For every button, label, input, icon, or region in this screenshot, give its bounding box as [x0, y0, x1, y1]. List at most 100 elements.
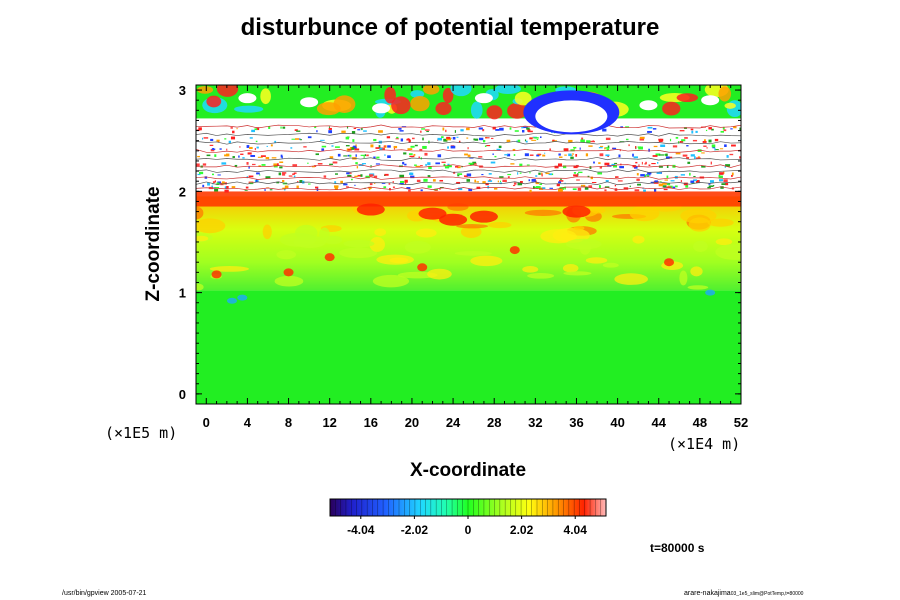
noise-speck [691, 130, 694, 134]
noise-speck [202, 184, 205, 188]
noise-speck [689, 172, 691, 176]
noise-speck [202, 137, 204, 140]
noise-speck [351, 147, 355, 150]
warm-spot [417, 263, 428, 272]
noise-speck [643, 189, 646, 192]
y-tick-label: 0 [179, 387, 186, 402]
noise-speck [427, 162, 431, 166]
noise-speck [632, 153, 634, 157]
noise-speck [472, 161, 477, 165]
noise-contour [196, 157, 741, 161]
noise-speck [352, 139, 355, 142]
footer-left: /usr/bin/gpview 2005-07-21 [62, 590, 147, 597]
noise-speck [219, 148, 222, 150]
noise-speck [525, 140, 528, 143]
top-cell [197, 86, 214, 94]
noise-speck [619, 166, 625, 169]
noise-speck [458, 140, 461, 143]
noise-speck [672, 145, 678, 148]
noise-speck [590, 176, 593, 180]
noise-speck [388, 183, 391, 185]
noise-speck [277, 163, 279, 166]
noise-speck [655, 153, 661, 156]
noise-speck [468, 162, 474, 165]
noise-speck [599, 166, 602, 169]
noise-speck [351, 178, 353, 181]
noise-speck [311, 166, 315, 168]
x-tick-label: 48 [693, 415, 707, 430]
noise-speck [482, 139, 486, 143]
noise-speck [510, 163, 515, 165]
noise-speck [708, 185, 714, 187]
patch [527, 273, 555, 279]
patch [339, 247, 378, 259]
noise-speck [647, 172, 652, 175]
noise-speck [739, 156, 741, 159]
noise-speck [376, 156, 380, 159]
noise-speck [250, 155, 256, 157]
noise-speck [265, 156, 270, 160]
noise-speck [270, 144, 273, 147]
noise-speck [226, 148, 228, 151]
cool-spot [705, 289, 716, 296]
noise-speck [466, 179, 471, 182]
noise-speck [620, 126, 624, 129]
noise-speck [266, 145, 268, 147]
noise-speck [196, 163, 200, 167]
noise-speck [564, 154, 567, 156]
top-cell [206, 95, 222, 108]
noise-speck [499, 176, 504, 178]
noise-speck [639, 136, 645, 139]
cool-spot [226, 297, 237, 304]
noise-speck [478, 156, 483, 158]
noise-speck [384, 154, 386, 156]
noise-speck [346, 126, 349, 129]
noise-speck [217, 174, 221, 176]
noise-speck [337, 153, 341, 157]
noise-speck [484, 145, 487, 147]
noise-speck [198, 171, 204, 175]
noise-speck [316, 130, 318, 133]
noise-speck [425, 163, 427, 166]
noise-speck [410, 175, 415, 179]
noise-speck [536, 186, 541, 189]
noise-speck [533, 186, 535, 189]
noise-speck [536, 139, 539, 141]
cold-cell-core [535, 100, 608, 133]
noise-speck [457, 166, 461, 169]
noise-speck [524, 139, 527, 142]
chart-title: disturbunce of potential temperature [240, 14, 660, 41]
noise-speck [653, 145, 658, 148]
noise-speck [360, 154, 365, 156]
noise-speck [504, 154, 509, 156]
patch [688, 217, 711, 232]
noise-speck [328, 126, 331, 128]
noise-speck [677, 141, 680, 144]
noise-speck [420, 165, 423, 167]
noise-speck [202, 163, 207, 166]
noise-speck [466, 137, 469, 139]
noise-speck [406, 138, 410, 141]
noise-speck [499, 127, 504, 131]
noise-speck [615, 176, 619, 178]
noise-speck [374, 182, 376, 185]
y-unit-label: (×1E5 m) [105, 424, 177, 442]
noise-speck [335, 173, 338, 175]
noise-speck [486, 145, 491, 147]
patch [196, 206, 204, 220]
noise-speck [400, 180, 405, 183]
noise-speck [722, 126, 725, 130]
noise-speck [559, 187, 564, 190]
noise-speck [355, 162, 358, 165]
x-tick-label: 36 [569, 415, 583, 430]
noise-speck [647, 174, 650, 178]
noise-speck [379, 147, 383, 151]
patch [454, 251, 492, 256]
noise-speck [424, 129, 430, 131]
noise-speck [408, 189, 411, 192]
noise-speck [499, 180, 502, 182]
noise-speck [214, 187, 220, 189]
patch [632, 235, 645, 244]
noise-speck [479, 137, 484, 141]
noise-speck [509, 127, 512, 130]
